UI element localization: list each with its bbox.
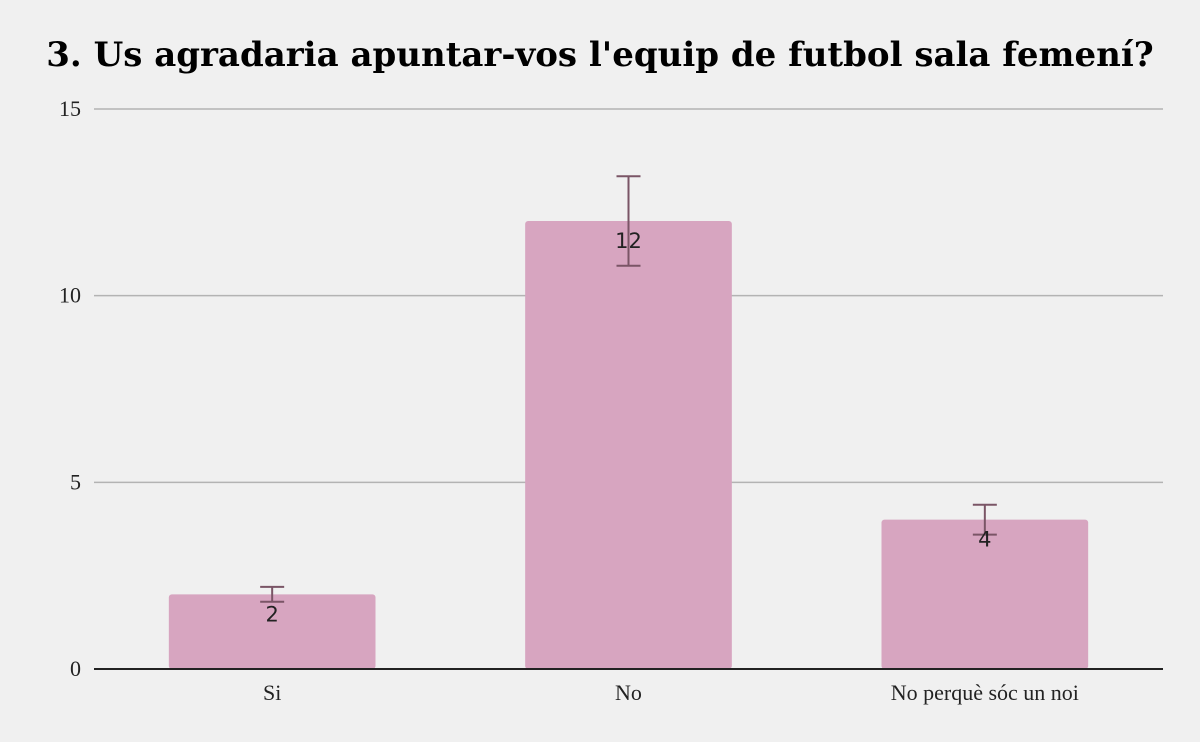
- bar: [881, 519, 1089, 669]
- error-bars: [260, 175, 997, 603]
- x-tick-label: No perquè sóc un noi: [891, 680, 1079, 705]
- y-tick-label: 5: [70, 469, 81, 494]
- y-axis-tick-labels: 0 5 10 15: [59, 96, 81, 681]
- bar: [525, 221, 732, 669]
- error-bar: [972, 503, 997, 536]
- y-tick-label: 10: [59, 283, 81, 308]
- data-label: 2: [265, 602, 278, 626]
- data-labels: 2 12 4: [265, 229, 991, 626]
- x-tick-label: Si: [263, 680, 281, 705]
- error-bar: [260, 585, 285, 603]
- y-tick-label: 15: [59, 96, 81, 121]
- error-bar: [616, 175, 641, 267]
- data-label: 4: [978, 528, 991, 552]
- bar: [168, 594, 376, 669]
- bars: [168, 221, 1089, 669]
- x-tick-label: No: [615, 680, 642, 705]
- y-tick-label: 0: [70, 656, 81, 681]
- data-label: 12: [615, 229, 642, 253]
- x-axis-tick-labels: Si No No perquè sóc un noi: [263, 680, 1079, 705]
- chart-title: 3. Us agradaria apuntar-vos l'equip de f…: [46, 35, 1153, 75]
